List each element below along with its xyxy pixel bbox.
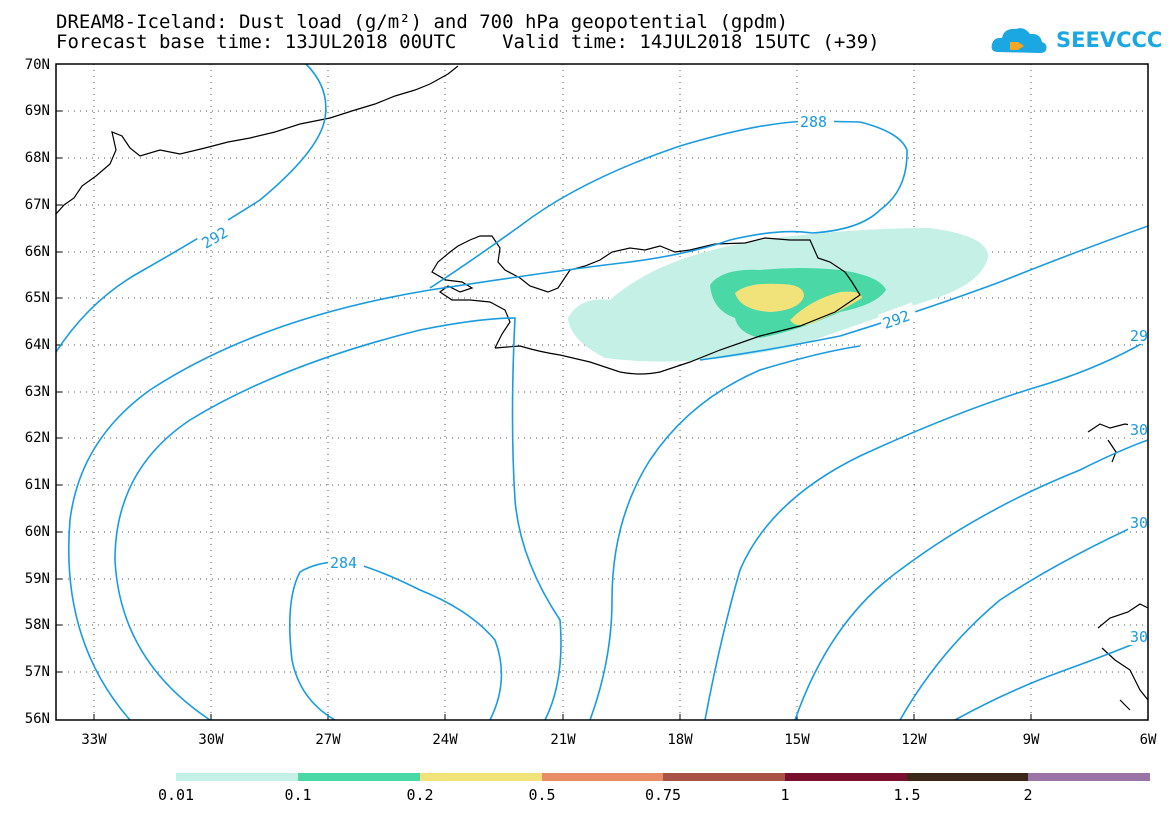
lat-label: 59N xyxy=(24,571,50,587)
lon-label: 27W xyxy=(315,732,341,748)
colorbar-swatch xyxy=(907,773,1028,781)
contour-304 xyxy=(899,519,1149,721)
contour-label: 29 xyxy=(1130,327,1148,345)
colorbar-label: 0.1 xyxy=(284,786,312,804)
lat-label: 69N xyxy=(24,103,50,119)
logo-text: SEEVCCC xyxy=(1056,28,1163,52)
contour-label: 288 xyxy=(800,113,827,131)
colorbar-label: 1.5 xyxy=(893,786,921,804)
lat-label: 62N xyxy=(24,430,50,446)
lon-label: 9W xyxy=(1022,732,1040,748)
lat-label: 64N xyxy=(24,337,50,353)
colorbar-swatch xyxy=(420,773,542,781)
lat-label: 66N xyxy=(24,244,50,260)
lon-label: 15W xyxy=(784,732,810,748)
forecast-time-subtitle: Forecast base time: 13JUL2018 00UTC Vali… xyxy=(56,31,880,53)
colorbar xyxy=(176,773,1150,781)
contour-292-main xyxy=(67,230,813,721)
contour-left-arc xyxy=(114,317,562,721)
colorbar-swatch xyxy=(176,773,298,781)
colorbar-label: 1 xyxy=(780,786,790,804)
lon-label: 6W xyxy=(1139,732,1157,748)
contour-300 xyxy=(704,339,1149,721)
lat-label: 70N xyxy=(24,57,50,73)
colorbar-swatch xyxy=(663,773,785,781)
cloud-icon xyxy=(991,28,1047,53)
colorbar-swatch xyxy=(298,773,420,781)
graticule xyxy=(56,64,1148,720)
lon-label: 30W xyxy=(198,732,224,748)
lat-label: 56N xyxy=(24,711,50,727)
contour-300b xyxy=(794,439,1149,721)
iceland-coast xyxy=(431,235,861,375)
lat-label: 67N xyxy=(24,197,50,213)
map-title: DREAM8-Iceland: Dust load (g/m²) and 700… xyxy=(56,11,789,33)
lat-label: 68N xyxy=(24,150,50,166)
contour-292-west xyxy=(55,63,327,353)
colorbar-swatch xyxy=(1028,773,1150,781)
contour-label-group: 288 292 292 284 29 30 30 30 xyxy=(195,112,1148,646)
contour-296 xyxy=(589,345,861,721)
axis-ticks xyxy=(56,110,1032,720)
contour-288 xyxy=(429,120,908,289)
lon-label: 12W xyxy=(901,732,927,748)
colorbar-label: 0.5 xyxy=(528,786,556,804)
lon-label: 24W xyxy=(432,732,458,748)
colorbar-label: 2 xyxy=(1023,786,1033,804)
lat-label: 60N xyxy=(24,524,50,540)
lat-label: 57N xyxy=(24,664,50,680)
scotland-coast xyxy=(1097,603,1149,711)
coastline xyxy=(55,65,1149,711)
contour-label: 30 xyxy=(1130,421,1148,439)
map-frame xyxy=(55,63,1149,721)
colorbar-swatch xyxy=(542,773,663,781)
lon-label: 33W xyxy=(81,732,107,748)
lon-label: 21W xyxy=(550,732,576,748)
lat-label: 63N xyxy=(24,384,50,400)
greenland-coast xyxy=(55,65,459,215)
contour-label: 30 xyxy=(1130,628,1148,646)
lon-label: 18W xyxy=(667,732,693,748)
lat-label: 61N xyxy=(24,477,50,493)
lat-label: 58N xyxy=(24,617,50,633)
contour-label: 30 xyxy=(1130,514,1148,532)
geopotential-contours xyxy=(55,63,1149,721)
colorbar-label: 0.01 xyxy=(157,786,195,804)
dust-area-0.2b xyxy=(790,291,862,326)
colorbar-swatch xyxy=(785,773,907,781)
lat-label: 65N xyxy=(24,290,50,306)
dust-area-0.2 xyxy=(735,283,804,312)
colorbar-label: 0.2 xyxy=(406,786,434,804)
contour-308 xyxy=(954,637,1149,721)
colorbar-label: 0.75 xyxy=(644,786,682,804)
contour-292-east xyxy=(699,225,1149,361)
contour-284 xyxy=(288,560,503,721)
contour-label: 284 xyxy=(330,554,357,572)
